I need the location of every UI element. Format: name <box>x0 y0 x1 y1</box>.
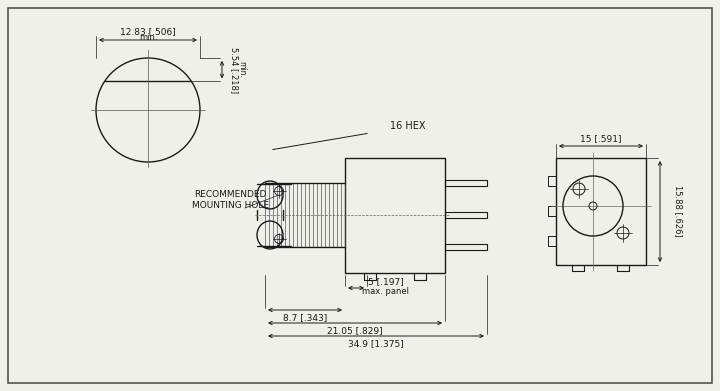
Bar <box>345 158 445 273</box>
Text: RECOMMENDED
MOUNTING HOLE: RECOMMENDED MOUNTING HOLE <box>192 190 269 210</box>
Text: max. panel: max. panel <box>362 287 410 296</box>
Text: 5.54 [.218]: 5.54 [.218] <box>230 47 238 93</box>
Bar <box>445 244 487 250</box>
Text: 21.05 [.829]: 21.05 [.829] <box>327 326 383 335</box>
Text: 8.7 [.343]: 8.7 [.343] <box>283 314 327 323</box>
Bar <box>556 158 646 265</box>
Text: min.: min. <box>139 34 157 43</box>
Text: 5 [.197]: 5 [.197] <box>368 278 404 287</box>
Bar <box>445 180 487 186</box>
Text: 15.88 [.626]: 15.88 [.626] <box>673 185 683 237</box>
Text: 15 [.591]: 15 [.591] <box>580 135 622 143</box>
Bar <box>548 206 556 216</box>
Text: min.: min. <box>238 61 246 78</box>
Bar <box>548 176 556 186</box>
Bar <box>445 212 487 218</box>
Text: 12.83 [.506]: 12.83 [.506] <box>120 27 176 36</box>
Bar <box>548 236 556 246</box>
Text: 34.9 [1.375]: 34.9 [1.375] <box>348 339 404 348</box>
Text: 16 HEX: 16 HEX <box>390 121 426 131</box>
